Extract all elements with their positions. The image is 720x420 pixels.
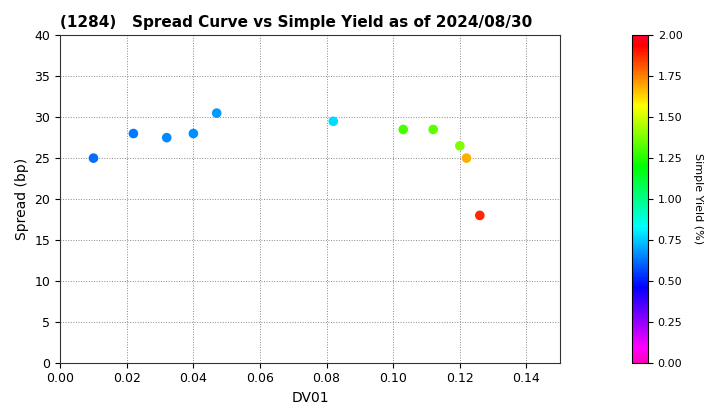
Point: [397, 126, 409, 133]
X-axis label: DV01: DV01: [291, 391, 329, 405]
Point: [461, 155, 472, 161]
Point: [328, 118, 339, 125]
Point: [211, 110, 222, 116]
Point: [161, 134, 173, 141]
Y-axis label: Simple Yield (%): Simple Yield (%): [693, 153, 703, 244]
Point: [428, 126, 439, 133]
Text: (1284)   Spread Curve vs Simple Yield as of 2024/08/30: (1284) Spread Curve vs Simple Yield as o…: [60, 15, 532, 30]
Point: [88, 155, 99, 161]
Y-axis label: Spread (bp): Spread (bp): [15, 158, 29, 240]
Point: [454, 142, 466, 149]
Point: [127, 130, 139, 137]
Point: [188, 130, 199, 137]
Point: [474, 212, 485, 219]
